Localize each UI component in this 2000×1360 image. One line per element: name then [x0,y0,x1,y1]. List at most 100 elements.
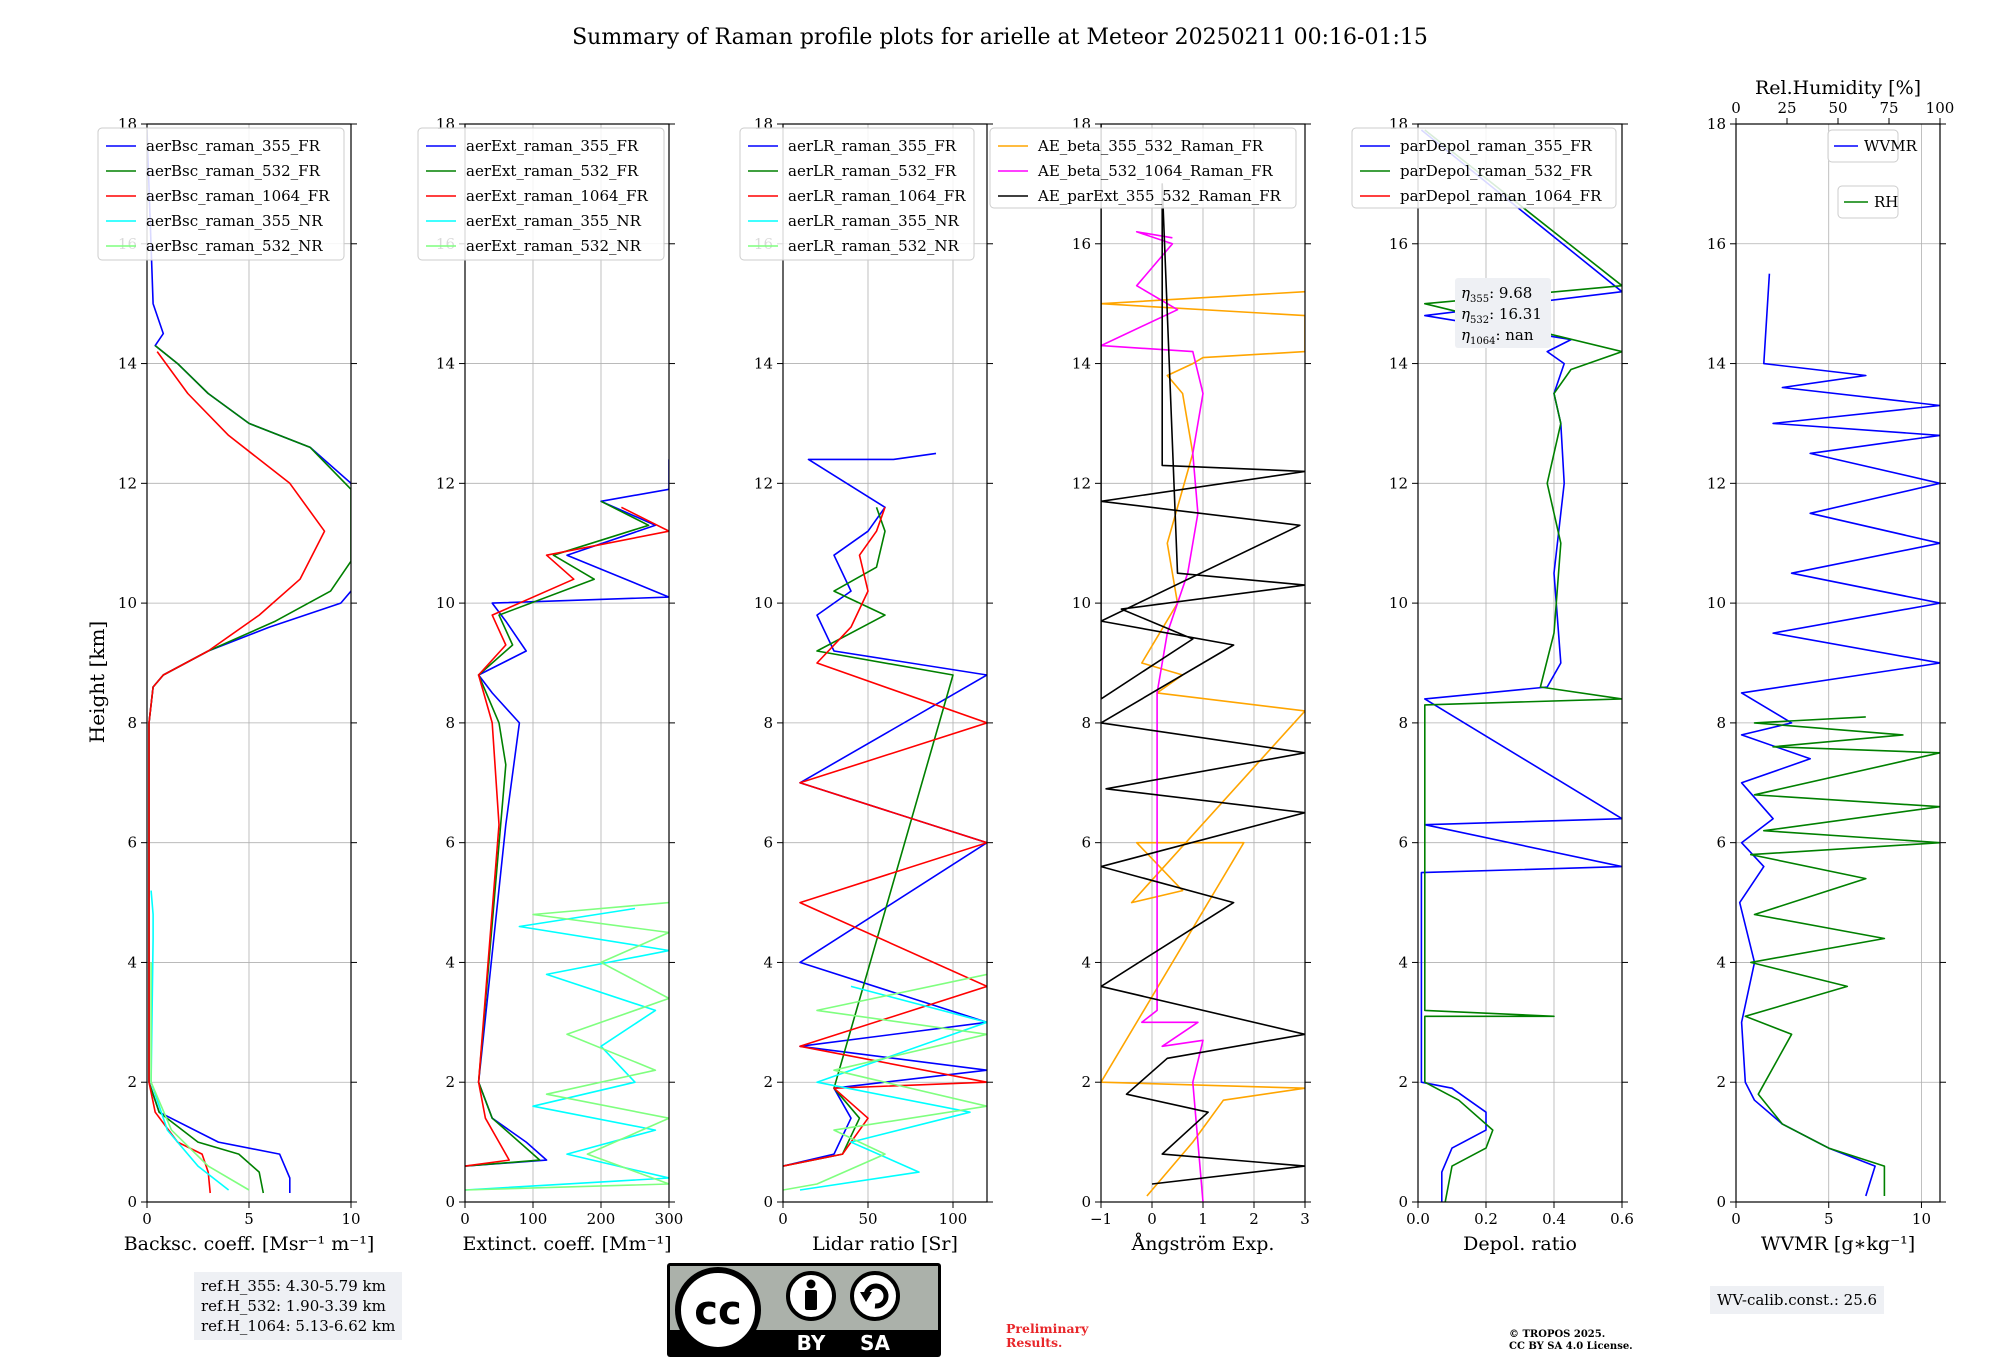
legend-label: aerBsc_raman_532_NR [146,237,323,255]
x-tick-label: 10 [341,1210,360,1228]
series-line-ae-parext-355-532-raman-fr [1101,124,1305,1185]
eta-annotation: η355: 9.68 [1461,284,1532,305]
x-tick-label: 1 [1198,1210,1208,1228]
y-tick-label: 2 [1081,1073,1091,1091]
plot-frame [1735,123,1941,1203]
x-tick-label: 5 [244,1210,254,1228]
series-group [1420,129,1622,1202]
legend-label: aerBsc_raman_355_NR [146,212,323,230]
legend-label: parDepol_raman_355_FR [1400,137,1593,155]
x-tick-label: 5 [1824,1210,1834,1228]
x-tick-label: 10 [1912,1210,1931,1228]
y-tick-label: 8 [1398,714,1408,732]
y-tick-label: 12 [1389,474,1408,492]
legend-label: WVMR [1864,137,1918,155]
y-tick-label: 2 [445,1073,455,1091]
y-tick-label: 4 [763,953,773,971]
y-tick-label: 8 [1716,714,1726,732]
series-line-aerbsc-raman-532-nr [150,962,250,1191]
y-tick-label: 0 [1716,1193,1726,1211]
y-tick-label: 10 [436,594,455,612]
share-alike-icon [850,1271,900,1321]
y-tick-label: 2 [127,1073,137,1091]
copyright-line-1: © TROPOS 2025. [1509,1329,1606,1340]
attribution-icon [786,1271,836,1321]
series-line-pardepol-raman-355-fr [1420,129,1622,1202]
y-tick-label: 2 [763,1073,773,1091]
y-tick-label: 8 [445,714,455,732]
ref-height-532: ref.H_532: 1.90-3.39 km [201,1297,386,1315]
series-group [465,459,669,1191]
plot-frame [782,123,988,1203]
y-tick-label: 12 [754,474,773,492]
eta-subscript: 1064 [1470,336,1495,347]
eta-annotation: η1064: nan [1461,326,1534,347]
x-axis-label: Ångström Exp. [1131,1233,1275,1255]
y-tick-label: 14 [118,355,137,373]
series-line-aerext-raman-1064-fr [465,506,669,1167]
eta-annotation: η532: 16.31 [1461,305,1542,326]
y-tick-label: 16 [1389,235,1408,253]
y-tick-label: 14 [1389,355,1408,373]
legend-label: aerExt_raman_355_NR [466,212,642,230]
preliminary-line-1: Preliminary [1006,1321,1089,1336]
y-tick-label: 10 [118,594,137,612]
x-tick-label: 100 [939,1210,968,1228]
y-tick-label: 0 [1398,1193,1408,1211]
y-tick-label: 16 [1707,235,1726,253]
cc-by-sa-license-badge: cc BY SA [667,1263,941,1357]
series-line-ae-beta-532-1064-raman-fr [1101,231,1204,1202]
series-line-aerlr-raman-532-fr [783,507,954,1167]
series-group [1738,273,1940,1197]
legend-box [1351,127,1617,209]
legend-label: aerExt_raman_1064_FR [466,187,648,205]
legend: RH [1837,185,1899,219]
y-tick-label: 4 [1081,953,1091,971]
y-tick-label: 8 [763,714,773,732]
x-tick-label: −1 [1090,1210,1112,1228]
legend-label: aerExt_raman_355_FR [466,137,639,155]
copyright-line-2: CC BY SA 4.0 License. [1509,1341,1633,1352]
y-tick-label: 14 [1707,355,1726,373]
y-tick-label: 4 [445,953,455,971]
series-line-wvmr [1738,273,1940,1197]
y-tick-label: 14 [754,355,773,373]
legend: aerBsc_raman_355_FR aerBsc_raman_532_FRae… [97,127,345,261]
x-axis-label: Lidar ratio [Sr] [812,1233,958,1255]
eta-symbol: η [1461,305,1470,323]
series-group [147,129,351,1194]
eta-value: : 16.31 [1489,305,1542,323]
y-tick-label: 0 [763,1193,773,1211]
legend-box [989,127,1297,209]
y-tick-label: 10 [1072,594,1091,612]
panel-3: 050100024681012141618Lidar ratio [Sr]aer… [739,115,993,1255]
x-tick-label: 0.0 [1406,1210,1430,1228]
x-tick-label: 0.2 [1474,1210,1498,1228]
x-axis-label: WVMR [g∗kg⁻¹] [1761,1233,1915,1255]
x-tick-label: 0 [142,1210,152,1228]
y-tick-label: 4 [1716,953,1726,971]
eta-subscript: 355 [1470,294,1489,305]
wv-calibration-box: WV-calib.const.: 25.6 [1710,1286,1885,1314]
series-group [783,452,987,1191]
x2-tick-label: 0 [1731,99,1741,117]
series-line-aerbsc-raman-355-nr [150,890,230,1191]
legend-label: aerLR_raman_532_NR [788,237,959,255]
x-tick-label: 0 [1147,1210,1157,1228]
y-tick-label: 6 [445,834,455,852]
y-tick-label: 0 [127,1193,137,1211]
x2-tick-label: 75 [1879,99,1898,117]
x-axis-label: Backsc. coeff. [Msr⁻¹ m⁻¹] [124,1233,375,1255]
profile-panels: 0510024681012141618Backsc. coeff. [Msr⁻¹… [97,77,1954,1255]
preliminary-line-2: Results. [1006,1335,1063,1350]
ref-height-355: ref.H_355: 4.30-5.79 km [201,1277,386,1295]
y-tick-label: 6 [127,834,137,852]
series-line-aerbsc-raman-355-fr [147,129,351,1193]
series-line-aerext-raman-355-fr [465,459,669,1167]
x-axis-label: Extinct. coeff. [Mm⁻¹] [462,1233,671,1255]
ref-height-1064: ref.H_1064: 5.13-6.62 km [201,1317,396,1335]
legend-label: aerBsc_raman_1064_FR [146,187,330,205]
eta-symbol: η [1461,326,1470,344]
y-tick-label: 2 [1716,1073,1726,1091]
eta-symbol: η [1461,284,1470,302]
